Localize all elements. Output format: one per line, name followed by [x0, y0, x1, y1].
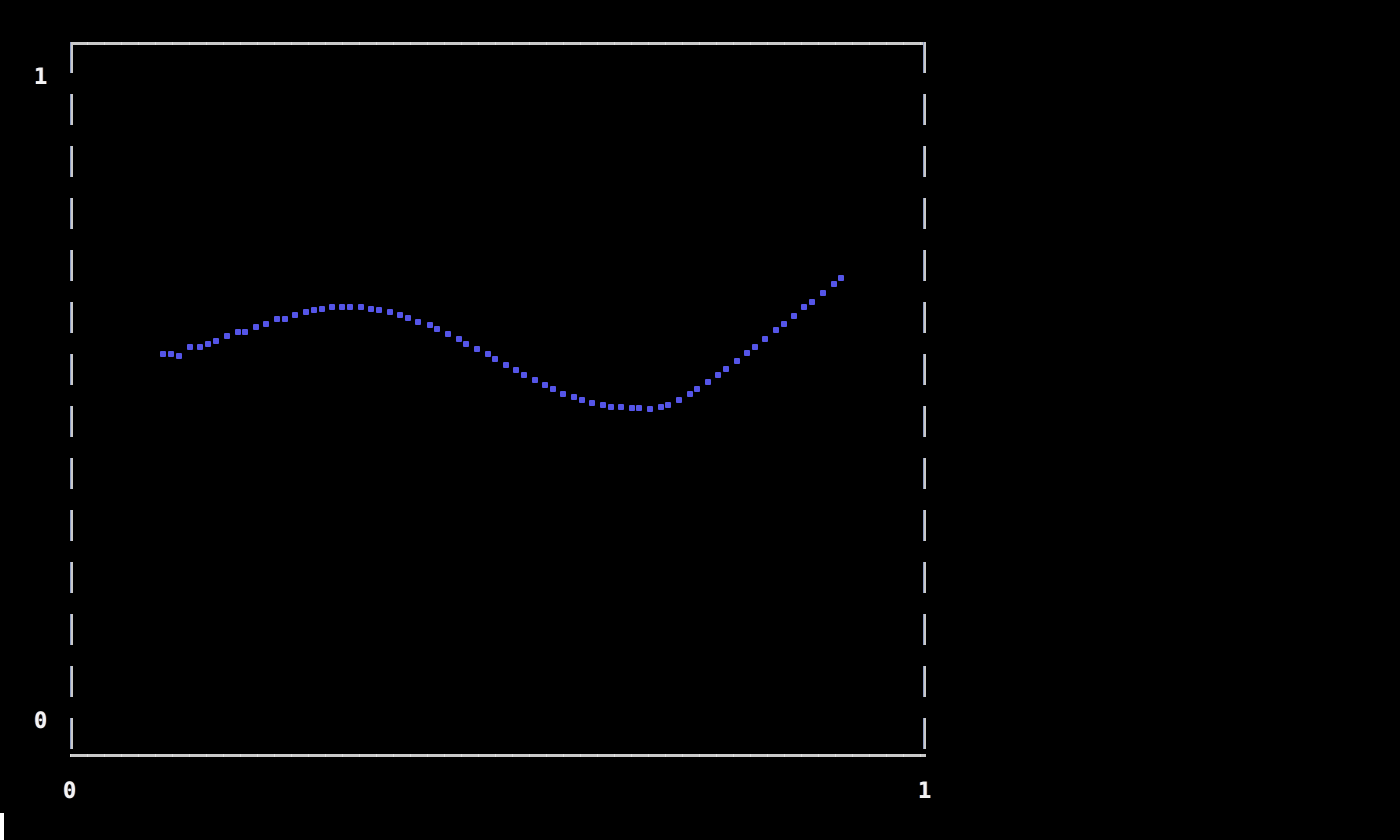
data-point [160, 350, 167, 357]
data-point [434, 326, 441, 333]
data-point [549, 386, 556, 393]
data-point [252, 324, 259, 331]
data-point [175, 352, 182, 359]
data-point [600, 402, 607, 409]
data-point [292, 312, 299, 319]
data-point [560, 390, 567, 397]
data-point [328, 304, 335, 311]
axis-bottom [70, 754, 926, 757]
data-point [762, 335, 769, 342]
axis-left-fringe [70, 42, 71, 757]
data-point [722, 365, 729, 372]
data-point [310, 307, 317, 314]
data-point [520, 372, 527, 379]
data-point [571, 394, 578, 401]
data-point [204, 340, 211, 347]
data-point [820, 289, 827, 296]
data-point [405, 314, 412, 321]
data-point [589, 400, 596, 407]
plot-frame [70, 42, 926, 757]
data-point [444, 330, 451, 337]
data-point [578, 397, 585, 404]
data-point [318, 305, 325, 312]
data-point [694, 385, 701, 392]
data-point [607, 403, 614, 410]
data-point [358, 304, 365, 311]
data-point [455, 335, 462, 342]
data-point [242, 329, 249, 336]
y-axis-tick-label-max: 1 [34, 65, 48, 90]
data-point [368, 305, 375, 312]
data-point [426, 322, 433, 329]
data-point [484, 350, 491, 357]
data-point [801, 304, 808, 311]
data-point [492, 356, 499, 363]
data-point [263, 321, 270, 328]
data-point [186, 344, 193, 351]
data-point [346, 303, 353, 310]
x-axis-tick-label-min: 0 [63, 779, 77, 804]
data-point [274, 316, 281, 323]
data-point [686, 390, 693, 397]
data-point [830, 281, 837, 288]
data-point [665, 401, 672, 408]
data-point [647, 405, 654, 412]
data-point [234, 329, 241, 336]
data-point [197, 344, 204, 351]
data-point [751, 343, 758, 350]
data-point [463, 340, 470, 347]
data-point [744, 350, 751, 357]
data-point [675, 396, 682, 403]
x-axis-tick-label-max: 1 [918, 779, 932, 804]
data-point [281, 315, 288, 322]
data-point [809, 298, 816, 305]
data-point [704, 379, 711, 386]
data-point [780, 320, 787, 327]
data-point [791, 312, 798, 319]
screen-edge-artifact [0, 813, 4, 840]
data-point-layer [70, 42, 926, 757]
axis-top-ticks [70, 42, 926, 45]
data-point [628, 405, 635, 412]
data-point [303, 308, 310, 315]
y-axis-tick-label-min: 0 [34, 709, 48, 734]
data-point [415, 318, 422, 325]
data-point [168, 350, 174, 357]
data-point [531, 377, 538, 384]
axis-left [70, 42, 73, 757]
axis-top [70, 42, 926, 45]
data-point [473, 345, 480, 352]
axis-bottom-ticks [70, 754, 926, 757]
data-point [542, 382, 549, 389]
data-point [636, 405, 643, 412]
data-point [339, 303, 346, 310]
data-point [212, 337, 219, 344]
data-point [397, 312, 404, 319]
data-point [733, 357, 740, 364]
axis-right-fringe [923, 42, 924, 757]
data-point [387, 309, 394, 316]
data-point [714, 372, 721, 379]
axis-right [923, 42, 926, 757]
data-point [838, 274, 845, 281]
data-point [376, 307, 383, 314]
data-point [223, 332, 230, 339]
data-point [773, 327, 780, 334]
data-point [512, 367, 519, 374]
data-point [657, 404, 664, 411]
data-point [502, 362, 509, 369]
data-point [618, 404, 625, 411]
